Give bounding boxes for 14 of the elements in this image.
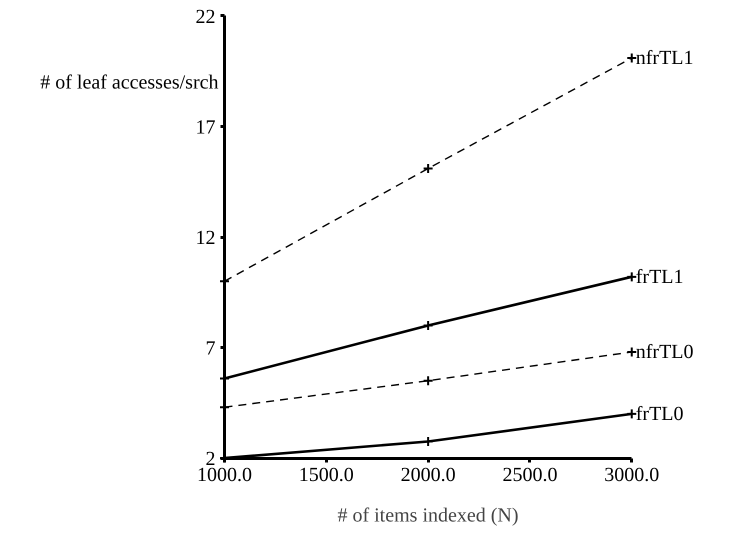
series-label: frTL1 [636,266,684,288]
x-axis-title: # of items indexed (N) [337,504,519,526]
series-label: nfrTL1 [636,46,694,69]
x-tick-label: 3000.0 [604,464,660,486]
x-tick-label: 2000.0 [400,464,456,486]
y-tick-label: 22 [195,6,216,28]
series-label: nfrTL0 [636,340,694,363]
y-tick-label: 12 [195,227,216,250]
y-tick-label: 17 [195,116,216,138]
y-tick-label: 7 [205,338,216,360]
x-tick-label: 2500.0 [502,464,558,486]
y-axis-title: # of leaf accesses/srch [40,71,218,94]
x-tick-label: 1500.0 [298,464,354,486]
series-label: frTL0 [636,402,684,425]
